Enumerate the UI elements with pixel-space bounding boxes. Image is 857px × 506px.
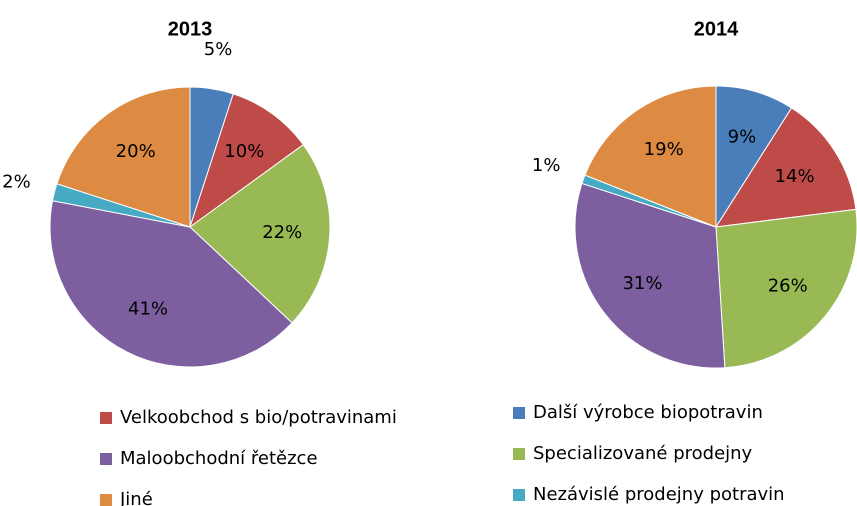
- pie-slice: [715, 85, 793, 229]
- legend-swatch: [513, 489, 525, 501]
- pie-slice: [574, 182, 726, 369]
- legend-label: Další výrobce biopotravin: [533, 402, 763, 423]
- legend-swatch: [100, 453, 112, 465]
- data-label: 1%: [532, 155, 561, 176]
- data-label: 19%: [644, 139, 684, 160]
- legend-swatch: [513, 407, 525, 419]
- legend-label: Specializované prodejny: [533, 443, 753, 464]
- data-label: 26%: [768, 275, 808, 296]
- legend-label: Nezávislé prodejny potravin: [533, 484, 785, 505]
- legend-swatch: [100, 494, 112, 506]
- data-label: 9%: [728, 127, 757, 148]
- data-label: 5%: [204, 39, 233, 60]
- legend-label: Jiné: [119, 489, 153, 506]
- legend-swatch: [100, 412, 112, 424]
- pie-slice: [584, 85, 717, 228]
- data-label: 31%: [622, 273, 662, 294]
- legend-swatch: [513, 448, 525, 460]
- pie-slice: [189, 93, 304, 229]
- chart-title: 2014: [694, 18, 739, 40]
- pie-slice: [189, 144, 331, 324]
- pie-slice: [49, 200, 293, 368]
- data-label: 20%: [116, 141, 156, 162]
- pie-slice: [56, 86, 191, 228]
- legend-label: Velkoobchod s bio/potravinami: [120, 407, 397, 428]
- chart-title: 2013: [168, 18, 213, 40]
- data-label: 14%: [775, 166, 815, 187]
- data-label: 2%: [2, 171, 31, 192]
- data-label: 41%: [128, 298, 168, 319]
- pie-slice: [715, 107, 857, 228]
- data-label: 10%: [224, 141, 264, 162]
- data-label: 22%: [262, 222, 302, 243]
- legend-label: Maloobchodní řetězce: [120, 448, 318, 469]
